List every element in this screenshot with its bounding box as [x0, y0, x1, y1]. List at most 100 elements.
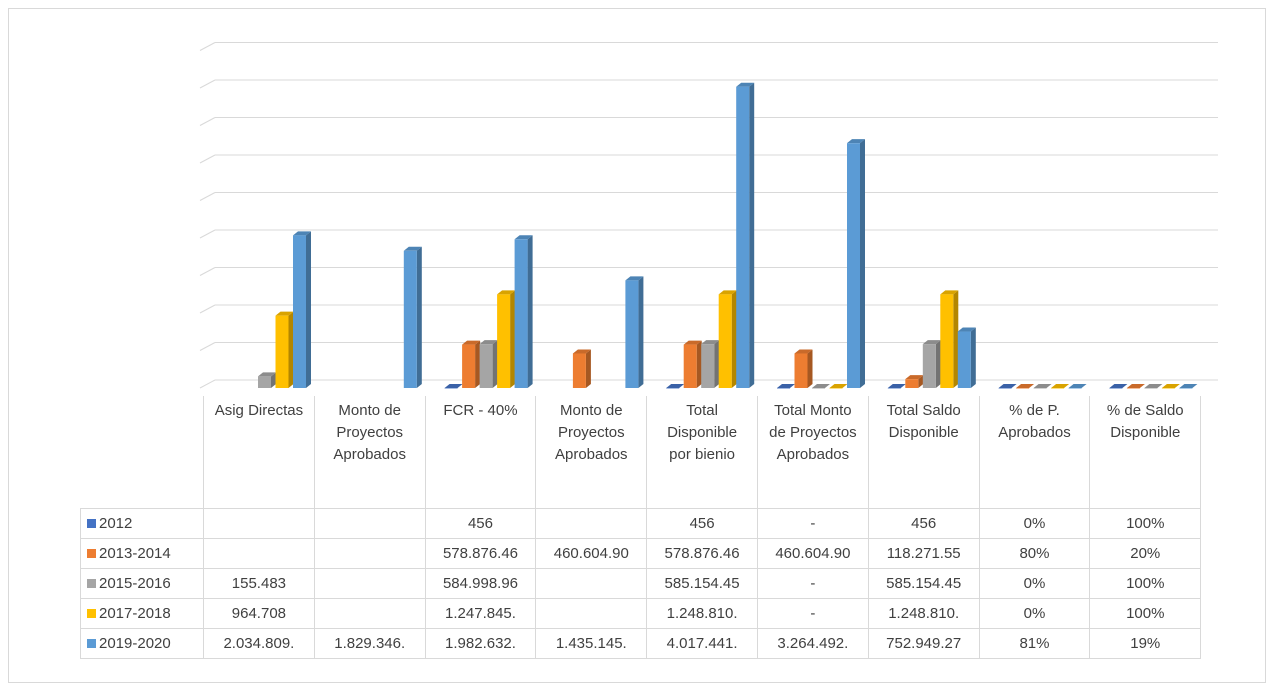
- bar-top: [572, 349, 591, 354]
- bar-top: [625, 276, 644, 281]
- value-cell: 1.829.346.: [313, 628, 426, 659]
- value-cell: [535, 508, 648, 539]
- bar: [957, 327, 976, 388]
- legend-entry: 2015-2016: [80, 568, 204, 599]
- value-cell: [313, 568, 426, 599]
- bar-front: [1126, 387, 1140, 389]
- grid-line: [199, 154, 1218, 164]
- value-cell: 81%: [978, 628, 1091, 659]
- bar-front: [718, 294, 732, 388]
- bar-side: [679, 383, 685, 388]
- bar-front: [794, 353, 808, 388]
- bar-top: [887, 383, 906, 388]
- value-cell: 1.982.632.: [424, 628, 537, 659]
- bar-top: [462, 340, 481, 345]
- bar-top: [794, 349, 813, 354]
- bar-top: [940, 290, 959, 295]
- grid-line: [199, 192, 1218, 201]
- bar: [666, 383, 685, 389]
- bar-side: [638, 276, 644, 388]
- grid-line-side: [199, 304, 216, 314]
- grid-line-side: [199, 117, 216, 126]
- value-cell: 456: [646, 508, 758, 539]
- bar: [497, 290, 516, 388]
- bar-side: [527, 235, 533, 388]
- bar-side: [860, 139, 865, 388]
- bar-top: [1051, 384, 1070, 388]
- bar-front: [1068, 387, 1082, 389]
- legend-label: 2017-2018: [99, 605, 171, 622]
- bar: [701, 340, 720, 388]
- legend-swatch: [87, 549, 96, 558]
- bar-front: [479, 344, 493, 388]
- value-cell: 752.949.27: [867, 628, 980, 659]
- legend-entry: 2019-2020: [80, 628, 204, 659]
- value-cell: 118.271.55: [867, 538, 980, 569]
- bar-side: [1029, 383, 1035, 388]
- bar: [922, 340, 941, 388]
- frame: [8, 8, 1266, 683]
- bar: [1109, 383, 1128, 389]
- bar-side: [1174, 383, 1180, 388]
- bar-top: [1144, 383, 1163, 388]
- bar: [829, 384, 848, 389]
- category-label: % de P. Aprobados: [978, 396, 1091, 509]
- grid-line-side: [199, 379, 216, 389]
- value-cell: -: [756, 598, 869, 629]
- bar-side: [731, 290, 737, 388]
- value-cell: 155.483: [203, 568, 315, 599]
- bar-top: [479, 340, 498, 345]
- bar-front: [1051, 388, 1065, 389]
- bar: [1068, 383, 1087, 389]
- bar-front: [1109, 387, 1123, 389]
- bar: [905, 375, 924, 388]
- data-table: Asig Directas Monto de Proyectos Aprobado…: [80, 396, 1202, 659]
- series-row: 2012 456 456-456 0% 100%: [80, 508, 1202, 539]
- bar: [794, 349, 813, 388]
- value-cell: 460.604.90: [756, 538, 869, 569]
- value-cell: [313, 598, 426, 629]
- bar-front: [514, 239, 528, 388]
- value-cell: 585.154.45: [646, 568, 758, 599]
- bar: [1179, 383, 1198, 389]
- bar-top: [957, 327, 976, 332]
- legend-swatch: [87, 519, 96, 528]
- value-cell: -: [756, 508, 869, 539]
- bar-front: [666, 387, 680, 389]
- bar-side: [935, 340, 941, 388]
- bar-top: [829, 384, 848, 388]
- bar-front: [444, 387, 458, 389]
- bar-front: [922, 344, 936, 388]
- value-cell: 578.876.46: [646, 538, 758, 569]
- bar-top: [718, 290, 737, 295]
- category-label: Monto de Proyectos Aprobados: [535, 396, 648, 509]
- bar-top: [293, 231, 311, 236]
- value-cell: 585.154.45: [867, 568, 980, 599]
- bar-front: [905, 379, 919, 388]
- value-cell: [203, 538, 315, 569]
- grid-line: [199, 229, 1218, 239]
- bar: [940, 290, 959, 388]
- bar: [444, 383, 463, 389]
- grid-line: [199, 79, 1218, 89]
- bar-side: [714, 340, 720, 388]
- legend-label: 2013-2014: [99, 545, 171, 562]
- bar-top: [1068, 383, 1087, 388]
- bar: [1144, 383, 1163, 389]
- bar-top: [683, 340, 702, 345]
- bar-side: [288, 311, 294, 388]
- bar: [293, 231, 311, 388]
- bar-side: [271, 372, 276, 388]
- bar-top: [736, 82, 755, 87]
- bar-front: [887, 387, 901, 389]
- value-cell: 2.034.809.: [203, 628, 315, 659]
- bar-top: [1179, 383, 1198, 388]
- bar: [275, 311, 294, 388]
- bar-side: [492, 340, 498, 388]
- bar-front: [403, 250, 417, 388]
- bar-top: [258, 372, 276, 377]
- value-cell: 456: [424, 508, 537, 539]
- bar-side: [457, 383, 463, 388]
